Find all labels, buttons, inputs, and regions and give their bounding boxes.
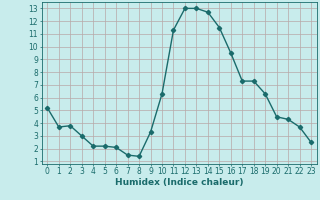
X-axis label: Humidex (Indice chaleur): Humidex (Indice chaleur) — [115, 178, 244, 187]
